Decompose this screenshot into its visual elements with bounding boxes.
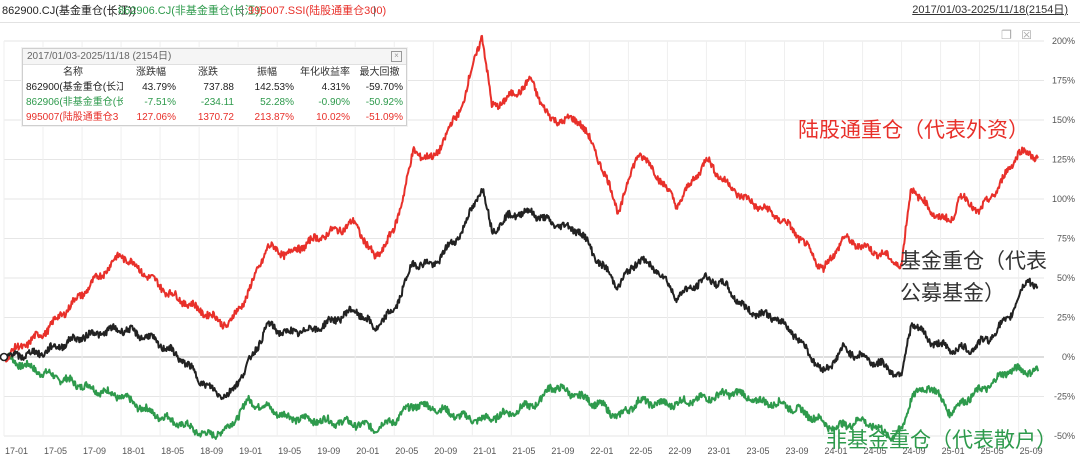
x-tick-label: 17-01 xyxy=(5,446,28,456)
x-tick-label: 22-05 xyxy=(629,446,652,456)
annotation-fund-line1: 基金重仓（代表 xyxy=(900,250,1047,273)
y-tick-label: 150% xyxy=(1052,115,1075,125)
x-tick-label: 21-05 xyxy=(512,446,535,456)
x-tick-label: 17-05 xyxy=(44,446,67,456)
x-tick-label: 23-01 xyxy=(707,446,730,456)
stats-title: 2017/01/03-2025/11/18 (2154日) × xyxy=(23,49,406,65)
y-tick-label: -25% xyxy=(1054,392,1075,402)
stats-row[interactable]: 995007(陆股通重仓3 127.06% 1370.72 213.87% 10… xyxy=(23,110,406,125)
y-tick-label: 75% xyxy=(1057,234,1075,244)
stats-cell-max-dd: -51.09% xyxy=(365,112,403,123)
stats-header-name: 名称 xyxy=(63,67,83,78)
stats-cell-change: 1370.72 xyxy=(197,112,234,123)
stats-cell-change-pct: 127.06% xyxy=(136,112,176,123)
legend-bar: 862900.CJ(基金重仓(长江)) 862906.CJ(非基金重仓(长江))… xyxy=(0,0,1080,23)
stats-cell-name: 862900(基金重仓(长江 xyxy=(26,82,123,93)
stats-header-max-dd: 最大回撤 xyxy=(359,67,400,78)
x-tick-label: 18-05 xyxy=(161,446,184,456)
x-tick-label: 19-09 xyxy=(317,446,340,456)
legend-item-fund-heavy[interactable]: 862900.CJ(基金重仓(长江)) xyxy=(2,5,136,17)
y-tick-label: 100% xyxy=(1052,194,1075,204)
x-tick-label: 22-01 xyxy=(590,446,613,456)
stats-cell-name: 862906(非基金重仓(长 xyxy=(26,97,123,108)
stats-header-annual: 年化收益率 xyxy=(300,67,350,78)
stats-cell-annual: 10.02% xyxy=(316,112,350,123)
series-line-0 xyxy=(3,34,1039,363)
stats-cell-change: 737.88 xyxy=(203,82,234,93)
stats-cell-annual: -0.90% xyxy=(318,97,350,108)
x-tick-label: 20-09 xyxy=(434,446,457,456)
x-tick-label: 25-09 xyxy=(1020,446,1043,456)
x-tick-label: 25-01 xyxy=(942,446,965,456)
stats-title-text: 2017/01/03-2025/11/18 (2154日) xyxy=(27,51,172,62)
y-tick-label: -50% xyxy=(1054,431,1075,441)
stats-close-icon[interactable]: × xyxy=(391,51,402,62)
x-tick-label: 22-09 xyxy=(668,446,691,456)
annotation-northbound: 陆股通重仓（代表外资） xyxy=(798,119,1029,142)
restore-icon[interactable]: ❐ xyxy=(1001,28,1012,42)
legend-item-non-fund-heavy[interactable]: 862906.CJ(非基金重仓(长江)) xyxy=(118,5,263,17)
stats-cell-annual: 4.31% xyxy=(321,82,350,93)
x-tick-label: 18-09 xyxy=(200,446,223,456)
y-tick-label: 50% xyxy=(1057,273,1075,283)
stats-row[interactable]: 862906(非基金重仓(长 -7.51% -234.11 52.28% -0.… xyxy=(23,95,406,110)
line-chart: 200%175%150%125%100%75%50%25%0%-25%-50% … xyxy=(0,34,1075,456)
y-tick-label: 125% xyxy=(1052,155,1075,165)
y-tick-label: 175% xyxy=(1052,76,1075,86)
stats-cell-amplitude: 142.53% xyxy=(254,82,294,93)
x-tick-label: 18-01 xyxy=(122,446,145,456)
stats-cell-change: -234.11 xyxy=(200,97,234,108)
legend-separator: | xyxy=(373,5,376,17)
stats-cell-change-pct: -7.51% xyxy=(144,97,176,108)
legend-separator: | xyxy=(241,5,244,17)
chart-toolbar: ❐ ☒ xyxy=(995,28,1032,42)
stats-row[interactable]: 862900(基金重仓(长江 43.79% 737.88 142.53% 4.3… xyxy=(23,80,406,95)
stats-cell-name: 995007(陆股通重仓3 xyxy=(26,112,119,123)
stats-cell-max-dd: -50.92% xyxy=(365,97,403,108)
x-tick-label: 24-05 xyxy=(864,446,887,456)
y-tick-label: 200% xyxy=(1052,36,1075,46)
legend-separator: | xyxy=(111,5,114,17)
x-tick-label: 19-01 xyxy=(239,446,262,456)
stats-header-amplitude: 振幅 xyxy=(257,67,277,78)
y-axis: 200% 175% 150% 125% 100% 75% 50% 25% 0% -25% -50% xyxy=(1052,36,1075,441)
y-tick-label: 0% xyxy=(1062,352,1075,362)
stats-cell-amplitude: 213.87% xyxy=(254,112,294,123)
stats-panel: 2017/01/03-2025/11/18 (2154日) × 名称 涨跌幅 涨… xyxy=(22,48,407,126)
stats-header-row: 名称 涨跌幅 涨跌 振幅 年化收益率 最大回撤 xyxy=(23,65,406,80)
annotation-retail: 非基金重仓（代表散户） xyxy=(826,429,1057,452)
x-tick-label: 19-05 xyxy=(278,446,301,456)
series-line-2 xyxy=(3,352,1040,442)
stats-header-change-pct: 涨跌幅 xyxy=(136,67,166,78)
x-tick-label: 20-05 xyxy=(395,446,418,456)
x-tick-label: 25-05 xyxy=(981,446,1004,456)
chart-grid xyxy=(3,40,1044,437)
x-tick-label: 24-01 xyxy=(825,446,848,456)
date-range-label[interactable]: 2017/01/03-2025/11/18(2154日) xyxy=(912,4,1068,16)
legend-item-northbound-heavy[interactable]: 995007.SSI(陆股通重仓300) xyxy=(248,5,387,17)
x-tick-label: 20-01 xyxy=(356,446,379,456)
x-axis: 17-01 17-05 17-09 18-01 18-05 18-09 19-01 19-05… xyxy=(5,446,1043,456)
stats-cell-max-dd: -59.70% xyxy=(365,82,403,93)
stats-cell-change-pct: 43.79% xyxy=(142,82,176,93)
annotation-fund-line2: 公募基金） xyxy=(900,282,1005,305)
chart-series xyxy=(0,34,1040,442)
y-tick-label: 25% xyxy=(1057,313,1075,323)
close-icon[interactable]: ☒ xyxy=(1021,28,1032,42)
stats-table: 名称 涨跌幅 涨跌 振幅 年化收益率 最大回撤 862900(基金重仓(长江 4… xyxy=(23,65,406,125)
x-tick-label: 21-09 xyxy=(551,446,574,456)
stats-header-change: 涨跌 xyxy=(198,67,218,78)
x-tick-label: 23-05 xyxy=(746,446,769,456)
x-tick-label: 21-01 xyxy=(473,446,496,456)
stats-cell-amplitude: 52.28% xyxy=(260,97,294,108)
x-tick-label: 23-09 xyxy=(785,446,808,456)
series-line-1 xyxy=(3,188,1039,401)
x-tick-label: 24-09 xyxy=(903,446,926,456)
x-tick-label: 17-09 xyxy=(83,446,106,456)
start-marker xyxy=(0,352,9,362)
